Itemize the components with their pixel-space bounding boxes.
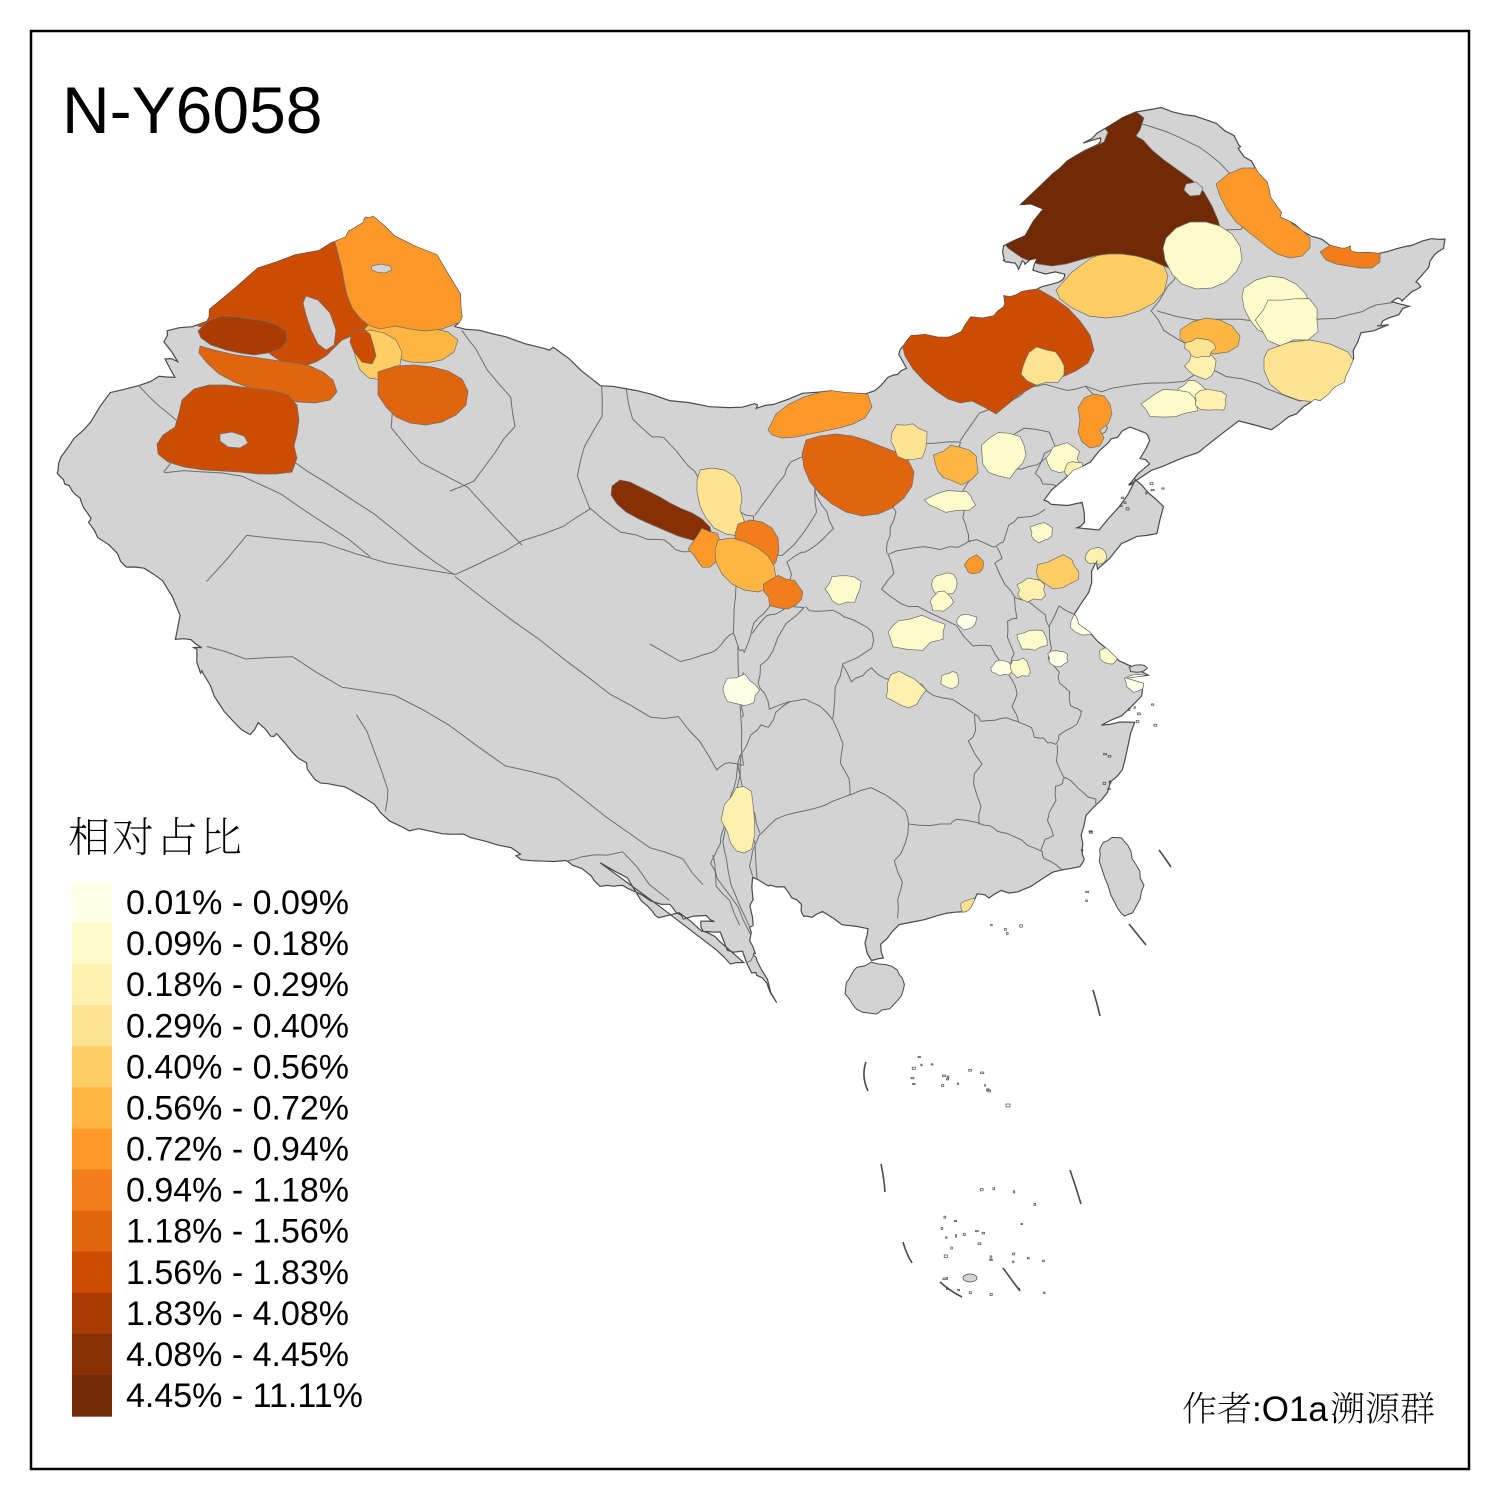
svg-text:0.29% - 0.40%: 0.29% - 0.40%	[126, 1007, 349, 1045]
svg-text:0.01% - 0.09%: 0.01% - 0.09%	[126, 884, 349, 922]
svg-text:1.83% - 4.08%: 1.83% - 4.08%	[126, 1295, 349, 1333]
svg-text:N-Y6058: N-Y6058	[62, 73, 323, 147]
svg-text:4.45% - 11.11%: 4.45% - 11.11%	[126, 1377, 363, 1415]
svg-text:4.08% - 4.45%: 4.08% - 4.45%	[126, 1336, 349, 1374]
svg-text:0.72% - 0.94%: 0.72% - 0.94%	[126, 1131, 349, 1169]
svg-text:0.18% - 0.29%: 0.18% - 0.29%	[126, 966, 349, 1004]
svg-text::O1a: :O1a	[1252, 1390, 1328, 1429]
svg-text:0.94% - 1.18%: 0.94% - 1.18%	[126, 1172, 349, 1210]
svg-text:0.09% - 0.18%: 0.09% - 0.18%	[126, 925, 349, 963]
svg-text:1.56% - 1.83%: 1.56% - 1.83%	[126, 1254, 349, 1292]
svg-text:1.18% - 1.56%: 1.18% - 1.56%	[126, 1213, 349, 1251]
svg-text:0.56% - 0.72%: 0.56% - 0.72%	[126, 1089, 349, 1127]
svg-text:0.40% - 0.56%: 0.40% - 0.56%	[126, 1048, 349, 1086]
